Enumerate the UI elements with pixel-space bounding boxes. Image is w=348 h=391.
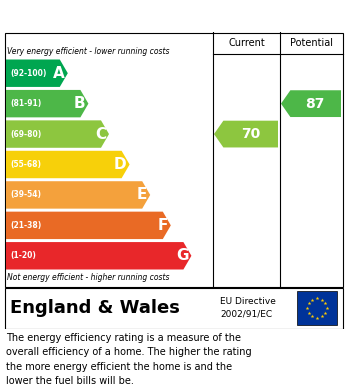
Text: A: A: [53, 66, 65, 81]
Polygon shape: [6, 59, 68, 87]
Text: (92-100): (92-100): [10, 69, 46, 78]
Polygon shape: [6, 151, 129, 178]
Text: EU Directive
2002/91/EC: EU Directive 2002/91/EC: [220, 297, 276, 319]
Text: England & Wales: England & Wales: [10, 299, 180, 317]
Text: G: G: [176, 248, 188, 263]
Polygon shape: [6, 242, 191, 269]
Text: C: C: [95, 127, 106, 142]
Text: Energy Efficiency Rating: Energy Efficiency Rating: [8, 7, 237, 25]
Text: B: B: [74, 96, 85, 111]
Polygon shape: [6, 181, 150, 209]
Polygon shape: [214, 121, 278, 147]
Text: (1-20): (1-20): [10, 251, 36, 260]
Text: E: E: [137, 187, 147, 203]
Text: (69-80): (69-80): [10, 129, 41, 138]
Polygon shape: [6, 90, 88, 117]
Polygon shape: [6, 212, 171, 239]
Text: Very energy efficient - lower running costs: Very energy efficient - lower running co…: [7, 47, 169, 56]
Text: (55-68): (55-68): [10, 160, 41, 169]
Text: F: F: [157, 218, 168, 233]
Text: (21-38): (21-38): [10, 221, 41, 230]
Polygon shape: [6, 120, 109, 148]
Text: (39-54): (39-54): [10, 190, 41, 199]
Polygon shape: [281, 90, 341, 117]
Text: Current: Current: [228, 38, 265, 48]
Text: (81-91): (81-91): [10, 99, 41, 108]
Text: Not energy efficient - higher running costs: Not energy efficient - higher running co…: [7, 273, 169, 282]
Text: 70: 70: [241, 127, 260, 141]
Text: Potential: Potential: [290, 38, 333, 48]
Text: The energy efficiency rating is a measure of the
overall efficiency of a home. T: The energy efficiency rating is a measur…: [6, 333, 252, 386]
Bar: [297, 291, 337, 325]
Text: D: D: [114, 157, 127, 172]
Text: 87: 87: [305, 97, 324, 111]
